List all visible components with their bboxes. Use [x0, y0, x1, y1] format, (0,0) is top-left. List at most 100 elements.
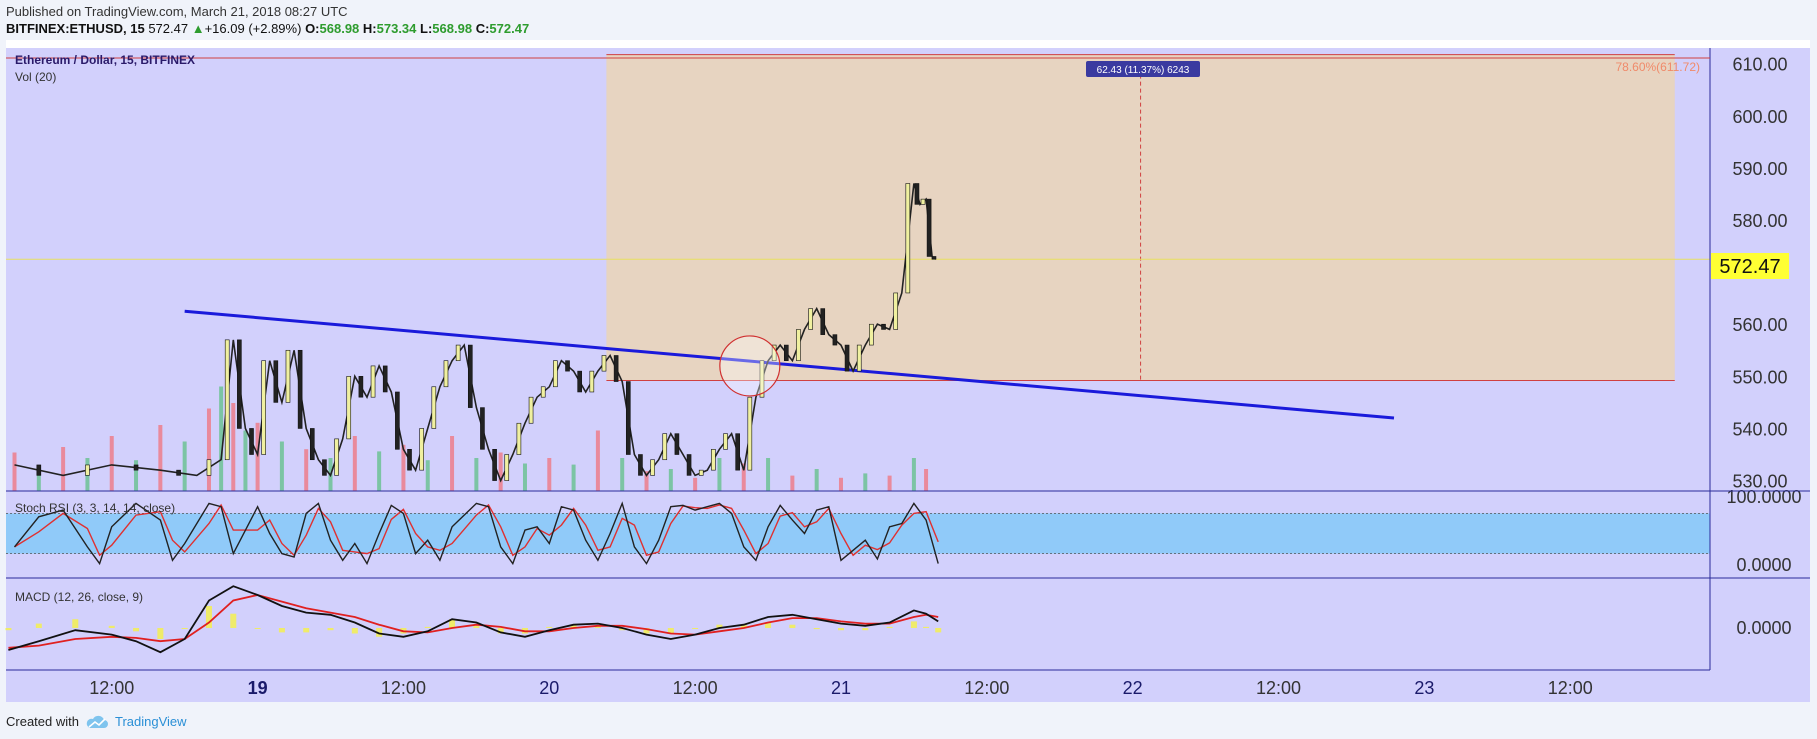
volume-bar [12, 452, 17, 491]
candle [796, 329, 801, 362]
candle [382, 365, 388, 393]
low-value: 568.98 [432, 21, 473, 36]
candle [504, 454, 510, 481]
macd-histogram-bar [546, 626, 553, 628]
macd-histogram-bar [765, 622, 772, 628]
price-tick-label: 590.00 [1732, 159, 1787, 179]
candle [711, 449, 716, 471]
volume-bar [571, 464, 576, 491]
candle [370, 365, 376, 398]
macd-histogram-bar [740, 624, 747, 628]
candle [771, 344, 777, 362]
macd-line [8, 585, 939, 654]
volume-bar [243, 430, 248, 491]
time-tick-label: 23 [1414, 678, 1434, 698]
macd-histogram-bar [886, 626, 893, 628]
footer: Created with TradingView [6, 714, 187, 729]
candle [206, 459, 212, 476]
volume-bar [498, 452, 503, 491]
candle [431, 386, 437, 429]
macd-histogram-bar [351, 628, 358, 634]
macd-histogram-bar [449, 619, 456, 628]
volume-bar [644, 471, 649, 491]
macd-histogram-bar [327, 628, 334, 631]
macd-tick-label: 0.0000 [1736, 618, 1791, 638]
candle [686, 454, 692, 476]
volume-label: Vol (20) [15, 70, 56, 84]
candle [285, 349, 291, 403]
candle [261, 360, 266, 455]
stoch-k-line [13, 501, 939, 566]
volume-bar [863, 473, 868, 491]
candle [783, 344, 789, 362]
volume-bar [304, 449, 309, 491]
open-label: O: [305, 21, 320, 36]
candle [893, 292, 898, 330]
candle [905, 183, 911, 294]
macd-histogram-bar [923, 626, 930, 628]
volume-bar [109, 436, 114, 491]
macd-histogram-bar [230, 613, 237, 628]
volume-bar [522, 463, 527, 491]
price-line [14, 183, 937, 483]
volume-bar [450, 436, 455, 491]
candle [926, 198, 932, 257]
candle [650, 459, 655, 476]
macd-histogram-bar [254, 628, 261, 629]
time-tick-label: 21 [831, 678, 851, 698]
time-tick-label: 20 [539, 678, 559, 698]
macd-histogram-bar [619, 628, 626, 631]
candle [565, 360, 570, 372]
volume-bar [377, 451, 382, 491]
last-price-value: 572.47 [148, 21, 189, 36]
volume-bar [279, 441, 284, 491]
candle [322, 459, 327, 476]
macd-label: MACD (12, 26, close, 9) [15, 590, 143, 604]
candle [577, 370, 582, 393]
price-tick-label: 610.00 [1732, 55, 1787, 75]
candle [273, 360, 279, 403]
time-axis-pane [6, 670, 1710, 702]
candle [419, 428, 424, 471]
high-label: H: [362, 21, 377, 36]
candle [224, 339, 230, 461]
candle [674, 433, 680, 455]
volume-bar [911, 458, 916, 491]
open-value: 568.98 [319, 21, 360, 36]
macd-histogram-bar [157, 628, 164, 639]
close-value: 572.47 [489, 21, 530, 36]
chart-title: Ethereum / Dollar, 15, BITFINEX [15, 53, 195, 67]
price-change: +16.09 (+2.89%) [204, 21, 302, 36]
low-label: L: [420, 21, 433, 36]
volume-bar [425, 460, 430, 491]
stoch-tick-label: 0.0000 [1736, 555, 1791, 575]
volume-bar [182, 441, 187, 491]
macd-histogram-bar [570, 624, 577, 628]
candle [480, 407, 485, 450]
price-tick-label: 580.00 [1732, 211, 1787, 231]
candle [309, 428, 315, 461]
candle [698, 469, 704, 476]
macd-histogram-bar [5, 628, 12, 631]
macd-histogram-bar [910, 621, 917, 628]
candle [492, 449, 497, 481]
macd-histogram-bar [716, 624, 723, 628]
breakout-circle [719, 335, 781, 397]
macd-pane[interactable] [6, 578, 1710, 670]
candle [516, 422, 522, 455]
candle [931, 256, 937, 260]
macd-histogram-bar [376, 628, 383, 637]
stoch-band [6, 513, 1710, 554]
volume-bar [620, 458, 625, 491]
macd-histogram-bar [181, 628, 188, 629]
candle [832, 334, 838, 346]
volume-bar [814, 469, 819, 491]
candle [176, 469, 181, 476]
candle [237, 339, 242, 429]
price-tick-label: 560.00 [1732, 315, 1787, 335]
candle [407, 449, 412, 471]
candle [467, 344, 473, 408]
candle [869, 323, 874, 346]
tradingview-brand[interactable]: TradingView [114, 714, 187, 729]
